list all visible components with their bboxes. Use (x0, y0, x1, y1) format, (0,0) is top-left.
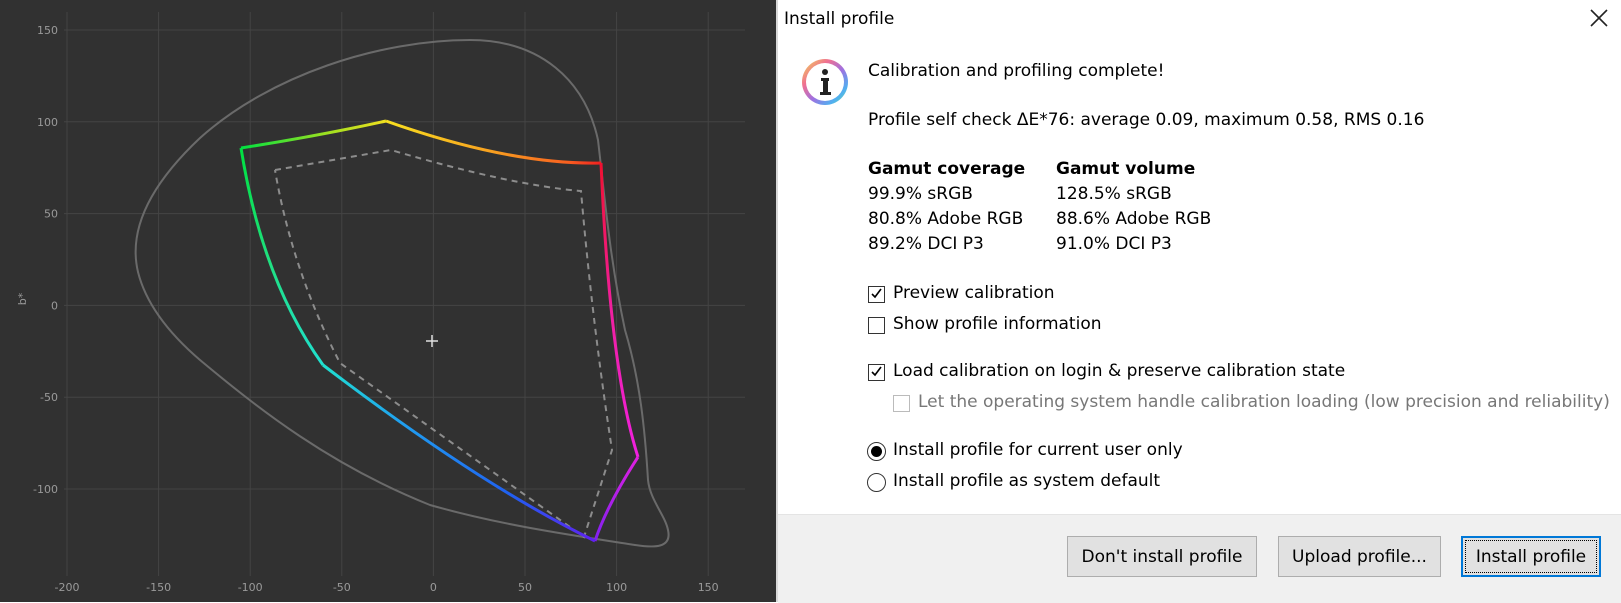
x-tick-label: -100 (238, 581, 263, 594)
y-tick-label: 100 (37, 116, 58, 129)
y-tick-label: -100 (33, 483, 58, 496)
x-tick-label: 100 (606, 581, 627, 594)
x-tick-label: 50 (518, 581, 532, 594)
gamut-edge-green-yellow (240, 119, 387, 150)
checkmark-icon (871, 288, 882, 299)
coverage-srgb: 99.9% sRGB (868, 184, 973, 204)
gamut-edge-cyan-green (239, 147, 325, 366)
spectral-locus (134, 38, 670, 548)
gamut-edge-magenta-blue (593, 456, 640, 542)
coverage-adobe-rgb: 80.8% Adobe RGB (868, 209, 1024, 229)
reference-gamut-outline (274, 148, 614, 539)
os-calibration-loading-label[interactable]: Let the operating system handle calibrat… (918, 392, 1610, 412)
y-tick-label: -50 (40, 391, 58, 404)
y-axis-label: b* (16, 292, 29, 305)
whitepoint-marker (426, 335, 438, 347)
x-tick-label: -50 (333, 581, 351, 594)
gamut-volume-header: Gamut volume (1056, 159, 1196, 179)
os-calibration-loading-checkbox[interactable] (893, 395, 910, 412)
gamut-coverage-header: Gamut coverage (868, 159, 1026, 179)
install-system-default-label[interactable]: Install profile as system default (893, 471, 1161, 491)
install-profile-button[interactable]: Install profile (1461, 536, 1601, 577)
title-bar: Install profile (778, 0, 1621, 40)
close-icon (1590, 9, 1608, 27)
gamut-edge-yellow-red (385, 119, 602, 165)
dialog-footer: Don't install profile Upload profile... … (778, 514, 1621, 603)
self-check-summary: Profile self check ΔE*76: average 0.09, … (868, 110, 1425, 130)
x-tick-label: -150 (146, 581, 171, 594)
coverage-dci-p3: 89.2% DCI P3 (868, 234, 984, 254)
x-tick-label: 150 (698, 581, 719, 594)
y-tick-label: 50 (44, 208, 58, 221)
x-tick-label: -200 (55, 581, 80, 594)
install-current-user-radio[interactable] (867, 442, 886, 461)
gamut-edge-red-magenta (599, 162, 640, 458)
gamut-plot: -200 -150 -100 -50 0 50 100 150 150 100 50 0 -50 -10… (16, 12, 745, 594)
volume-adobe-rgb: 88.6% Adobe RGB (1056, 209, 1212, 229)
upload-profile-button[interactable]: Upload profile... (1278, 536, 1441, 577)
install-profile-dialog: Install profile Calibration and profilin… (776, 0, 1621, 603)
install-system-default-radio[interactable] (867, 473, 886, 492)
gamut-edge-blue-cyan (322, 363, 596, 543)
preview-calibration-label[interactable]: Preview calibration (893, 283, 1055, 303)
y-tick-label: 0 (51, 299, 58, 312)
dialog-title: Install profile (784, 9, 895, 29)
x-tick-label: 0 (430, 581, 437, 594)
show-profile-information-checkbox[interactable] (868, 317, 885, 334)
load-calibration-checkbox[interactable] (868, 364, 885, 381)
gamut-plot-panel: -200 -150 -100 -50 0 50 100 150 150 100 50 0 -50 -10… (0, 0, 776, 602)
close-button[interactable] (1585, 4, 1613, 32)
install-current-user-label[interactable]: Install profile for current user only (893, 440, 1183, 460)
checkmark-icon (871, 366, 882, 377)
dont-install-profile-button[interactable]: Don't install profile (1067, 536, 1257, 577)
volume-dci-p3: 91.0% DCI P3 (1056, 234, 1172, 254)
completion-heading: Calibration and profiling complete! (868, 61, 1165, 81)
info-icon (802, 59, 848, 105)
y-tick-label: 150 (37, 24, 58, 37)
load-calibration-label[interactable]: Load calibration on login & preserve cal… (893, 361, 1346, 381)
show-profile-information-label[interactable]: Show profile information (893, 314, 1102, 334)
preview-calibration-checkbox[interactable] (868, 286, 885, 303)
volume-srgb: 128.5% sRGB (1056, 184, 1172, 204)
